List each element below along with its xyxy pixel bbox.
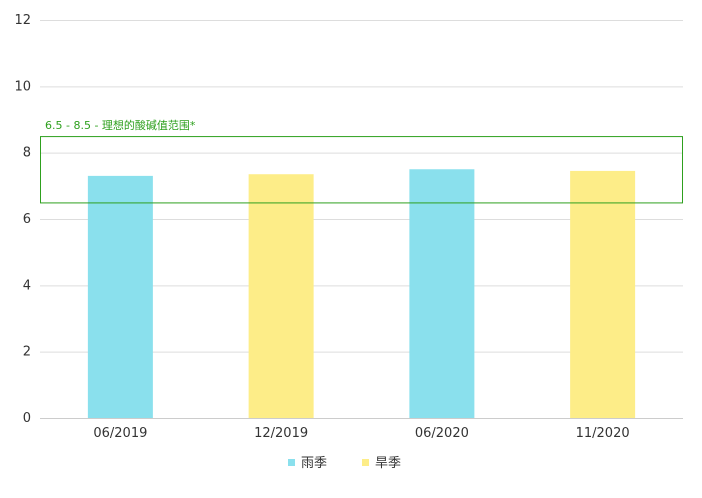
bar-11/2020 bbox=[570, 170, 636, 418]
y-tick-label-2: 2 bbox=[23, 345, 31, 360]
legend-swatch-旱季 bbox=[362, 459, 369, 466]
x-tick-label-06/2020: 06/2020 bbox=[415, 426, 469, 441]
legend-label-旱季: 旱季 bbox=[375, 456, 401, 471]
ideal-ph-band: 6.5 - 8.5 - 理想的酸碱值范围* bbox=[40, 118, 683, 204]
bar-12/2019 bbox=[248, 174, 314, 418]
ideal-ph-band-rect bbox=[40, 136, 683, 204]
y-tick-label-8: 8 bbox=[23, 146, 31, 161]
y-tick-label-10: 10 bbox=[14, 79, 31, 94]
x-axis-ticks: 06/2019 12/2019 06/2020 11/2020 bbox=[93, 426, 629, 441]
bar-06/2019 bbox=[87, 175, 153, 418]
bars bbox=[87, 169, 636, 418]
ideal-ph-band-label: 6.5 - 8.5 - 理想的酸碱值范围* bbox=[45, 118, 196, 132]
x-tick-label-11/2020: 11/2020 bbox=[576, 426, 630, 441]
legend: 雨季 旱季 bbox=[288, 456, 401, 471]
x-tick-label-06/2019: 06/2019 bbox=[93, 426, 147, 441]
y-axis-ticks: 0 2 4 6 8 10 12 bbox=[14, 13, 31, 426]
bar-06/2020 bbox=[409, 169, 475, 418]
y-tick-label-12: 12 bbox=[14, 13, 31, 28]
legend-swatch-雨季 bbox=[288, 459, 295, 466]
x-tick-label-12/2019: 12/2019 bbox=[254, 426, 308, 441]
y-tick-label-0: 0 bbox=[23, 411, 31, 426]
y-tick-label-4: 4 bbox=[23, 278, 31, 293]
y-tick-label-6: 6 bbox=[23, 212, 31, 227]
legend-label-雨季: 雨季 bbox=[301, 456, 327, 471]
